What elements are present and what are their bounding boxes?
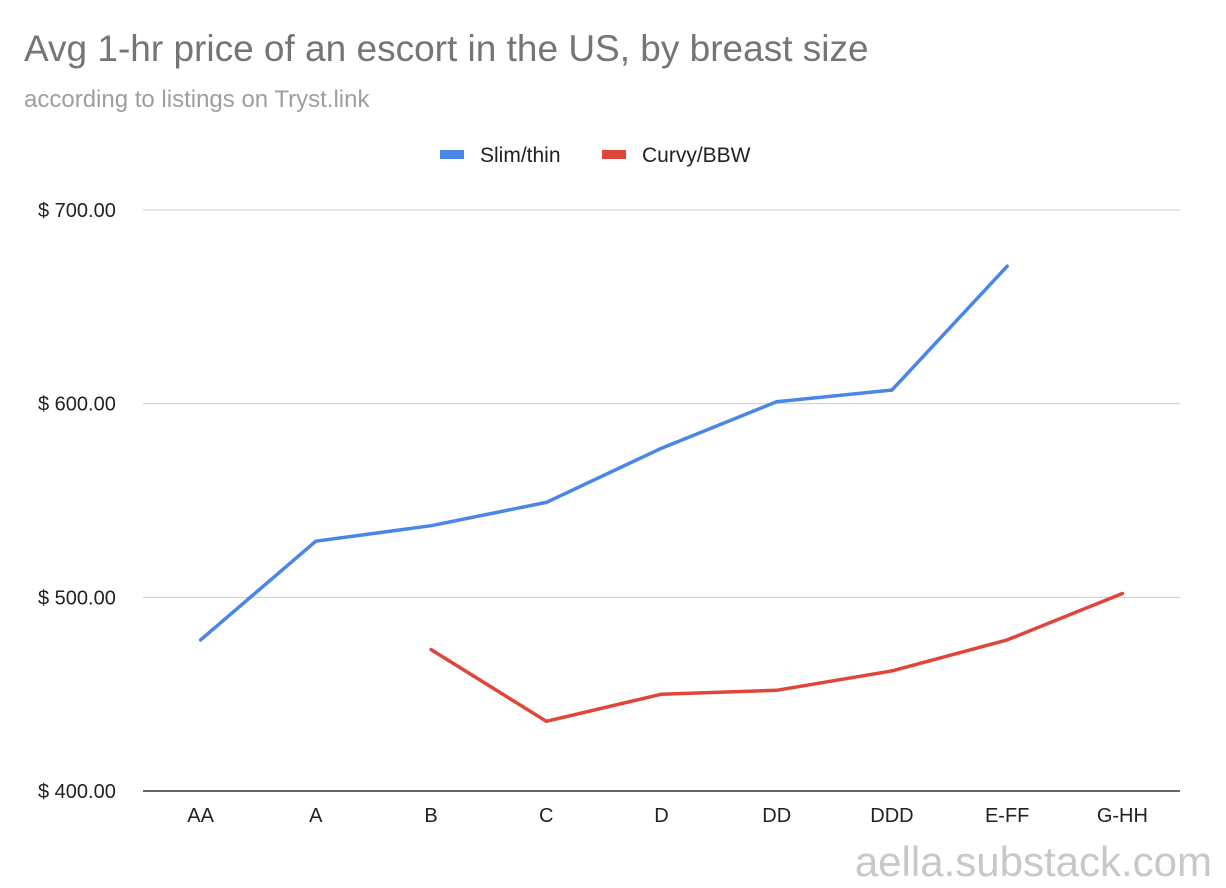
x-tick-label: AA <box>187 805 214 827</box>
x-tick-label: C <box>539 805 553 827</box>
watermark-text: aella.substack.com <box>854 838 1212 885</box>
series-lines <box>198 264 1125 724</box>
x-axis-labels: AA A B C D DD DDD E-FF G-HH <box>187 805 1148 827</box>
y-axis-labels: $ 400.00 $ 500.00 $ 600.00 $ 700.00 <box>38 200 116 803</box>
legend-swatch <box>602 150 626 159</box>
x-tick-label: G-HH <box>1097 805 1148 827</box>
legend-label: Slim/thin <box>480 144 561 167</box>
y-tick-label: $ 700.00 <box>38 200 116 222</box>
x-tick-label: A <box>309 805 323 827</box>
chart-subtitle: according to listings on Tryst.link <box>24 86 370 113</box>
y-tick-label: $ 400.00 <box>38 781 116 803</box>
x-tick-label: B <box>424 805 437 827</box>
series-line-slim-thin <box>198 264 1009 642</box>
y-tick-label: $ 500.00 <box>38 587 116 609</box>
x-tick-label: DD <box>762 805 791 827</box>
gridlines <box>143 209 1180 792</box>
legend-swatch <box>440 150 464 159</box>
series-line-curvy-bbw <box>429 591 1125 724</box>
chart-title: Avg 1-hr price of an escort in the US, b… <box>24 28 869 69</box>
x-tick-label: DDD <box>870 805 913 827</box>
y-tick-label: $ 600.00 <box>38 394 116 416</box>
legend: Slim/thin Curvy/BBW <box>440 144 751 167</box>
legend-label: Curvy/BBW <box>642 144 751 167</box>
x-tick-label: D <box>654 805 668 827</box>
x-tick-label: E-FF <box>985 805 1029 827</box>
